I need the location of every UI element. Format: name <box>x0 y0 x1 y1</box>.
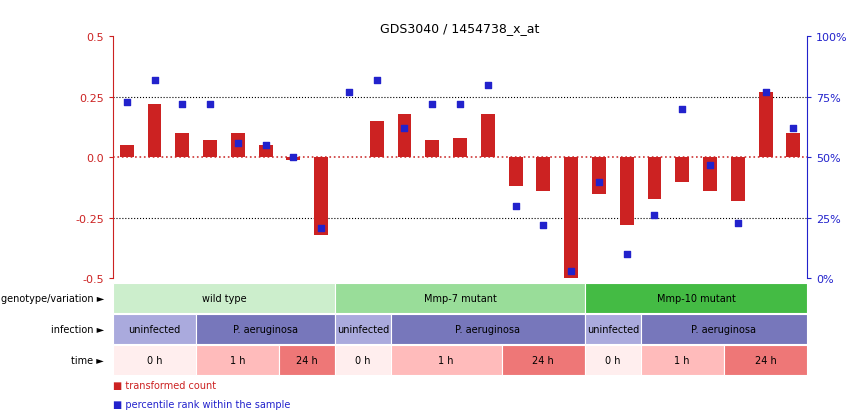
Text: 0 h: 0 h <box>147 355 162 366</box>
Bar <box>724 345 807 375</box>
Bar <box>641 345 724 375</box>
Point <box>175 102 189 108</box>
Point <box>731 220 745 226</box>
Text: genotype/variation ►: genotype/variation ► <box>1 293 104 304</box>
Text: Mmp-7 mutant: Mmp-7 mutant <box>424 293 496 304</box>
Text: 1 h: 1 h <box>230 355 246 366</box>
Point <box>703 162 717 169</box>
Text: P. aeruginosa: P. aeruginosa <box>692 324 756 335</box>
Point <box>259 142 273 149</box>
Bar <box>425 141 439 158</box>
Bar <box>391 315 585 344</box>
Bar <box>703 158 717 192</box>
Text: uninfected: uninfected <box>128 324 181 335</box>
Text: 0 h: 0 h <box>355 355 371 366</box>
Text: time ►: time ► <box>71 355 104 366</box>
Bar <box>113 345 196 375</box>
Text: 24 h: 24 h <box>532 355 555 366</box>
Bar <box>398 114 411 158</box>
Text: wild type: wild type <box>201 293 247 304</box>
Point <box>564 268 578 275</box>
Text: 24 h: 24 h <box>754 355 777 366</box>
Bar <box>786 134 800 158</box>
Bar <box>196 315 335 344</box>
Text: 1 h: 1 h <box>674 355 690 366</box>
Bar <box>113 315 196 344</box>
Bar <box>279 345 335 375</box>
Bar <box>335 345 391 375</box>
Text: P. aeruginosa: P. aeruginosa <box>233 324 298 335</box>
Bar <box>335 315 391 344</box>
Bar <box>113 283 335 313</box>
Bar <box>314 158 328 235</box>
Bar <box>175 134 189 158</box>
Point <box>203 102 217 108</box>
Point <box>509 203 523 210</box>
Bar <box>335 283 585 313</box>
Text: P. aeruginosa: P. aeruginosa <box>456 324 520 335</box>
Bar <box>675 158 689 182</box>
Bar <box>585 283 807 313</box>
Point <box>342 90 356 96</box>
Text: ■ transformed count: ■ transformed count <box>113 380 216 390</box>
Point <box>759 90 773 96</box>
Bar <box>148 105 161 158</box>
Text: 0 h: 0 h <box>605 355 621 366</box>
Point <box>370 77 384 84</box>
Bar <box>231 134 245 158</box>
Text: uninfected: uninfected <box>337 324 389 335</box>
Point <box>453 102 467 108</box>
Point <box>620 251 634 258</box>
Point <box>481 82 495 89</box>
Text: uninfected: uninfected <box>587 324 639 335</box>
Point <box>592 179 606 185</box>
Bar <box>585 315 641 344</box>
Bar <box>391 345 502 375</box>
Point <box>398 126 411 132</box>
Text: ■ percentile rank within the sample: ■ percentile rank within the sample <box>113 399 290 408</box>
Point <box>120 99 134 106</box>
Text: infection ►: infection ► <box>51 324 104 335</box>
Bar <box>536 158 550 192</box>
Point <box>231 140 245 147</box>
Title: GDS3040 / 1454738_x_at: GDS3040 / 1454738_x_at <box>380 21 540 35</box>
Point <box>148 77 161 84</box>
Point <box>286 155 300 161</box>
Bar <box>502 345 585 375</box>
Bar <box>731 158 745 202</box>
Bar <box>196 345 279 375</box>
Bar <box>641 315 807 344</box>
Bar <box>259 146 273 158</box>
Bar <box>585 345 641 375</box>
Bar <box>120 146 134 158</box>
Point <box>648 213 661 219</box>
Bar <box>203 141 217 158</box>
Point <box>675 106 689 113</box>
Bar <box>453 139 467 158</box>
Text: 24 h: 24 h <box>296 355 319 366</box>
Point <box>425 102 439 108</box>
Bar <box>759 93 773 158</box>
Bar <box>481 114 495 158</box>
Bar <box>509 158 523 187</box>
Bar <box>620 158 634 225</box>
Point <box>314 225 328 231</box>
Bar <box>648 158 661 199</box>
Bar <box>370 122 384 158</box>
Bar <box>286 158 300 160</box>
Bar <box>564 158 578 279</box>
Bar <box>592 158 606 194</box>
Text: Mmp-10 mutant: Mmp-10 mutant <box>657 293 735 304</box>
Point <box>536 222 550 229</box>
Point <box>786 126 800 132</box>
Text: 1 h: 1 h <box>438 355 454 366</box>
